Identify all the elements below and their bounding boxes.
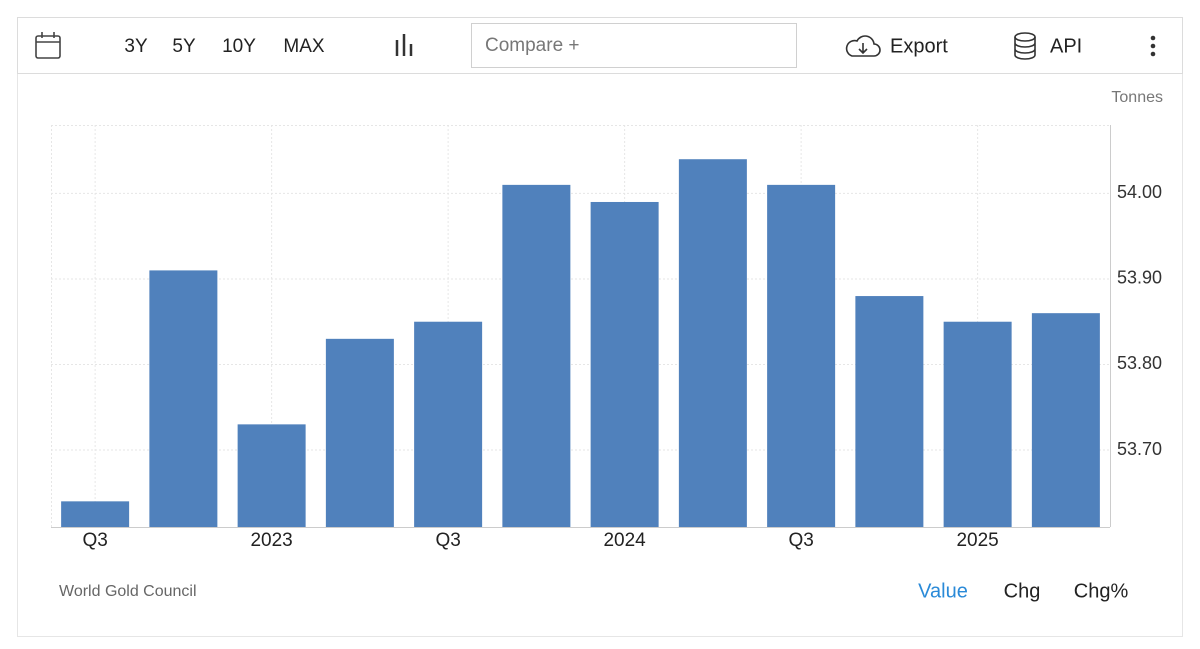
bar — [149, 270, 218, 527]
api-icon[interactable] — [1014, 32, 1036, 60]
x-tick-label: Q3 — [82, 530, 107, 551]
tab-chg[interactable]: Chg — [1004, 580, 1041, 602]
y-tick-label: 53.80 — [1117, 353, 1162, 373]
source: World Gold Council — [59, 583, 197, 600]
compare-input[interactable] — [471, 23, 797, 68]
x-tick-label: Q3 — [435, 530, 460, 551]
bar — [414, 321, 483, 527]
bar — [1031, 313, 1100, 527]
bar — [502, 184, 571, 527]
bar — [325, 338, 394, 527]
unit-label: Tonnes — [1111, 89, 1163, 106]
menu-icon[interactable] — [1150, 35, 1156, 57]
chart-type-icon[interactable] — [395, 34, 413, 56]
range-button[interactable]: 10Y — [222, 36, 256, 57]
tab-value[interactable]: Value — [918, 580, 968, 602]
bar — [855, 296, 924, 527]
bar — [61, 501, 130, 527]
range-button[interactable]: 5Y — [172, 36, 196, 57]
y-tick-label: 54.00 — [1117, 182, 1162, 202]
y-tick-label: 53.70 — [1117, 439, 1162, 459]
bar — [237, 424, 306, 527]
bar — [590, 201, 659, 527]
range-button[interactable]: MAX — [283, 36, 325, 57]
x-tick-label: Q3 — [788, 530, 813, 551]
bar — [767, 184, 836, 527]
export-button[interactable]: Export — [890, 35, 948, 57]
calendar-icon[interactable] — [35, 32, 61, 59]
bar — [943, 321, 1012, 527]
x-tick-label: 2025 — [956, 530, 998, 551]
tab-chg-pct[interactable]: Chg% — [1074, 580, 1129, 602]
x-tick-label: 2024 — [603, 530, 646, 551]
compare-placeholder: Compare + — [485, 35, 580, 56]
y-tick-label: 53.90 — [1117, 268, 1162, 288]
range-button[interactable]: 3Y — [124, 36, 148, 57]
x-tick-label: 2023 — [250, 530, 292, 551]
bar — [678, 159, 747, 527]
export-icon[interactable] — [845, 35, 881, 57]
api-button[interactable]: API — [1050, 35, 1082, 57]
